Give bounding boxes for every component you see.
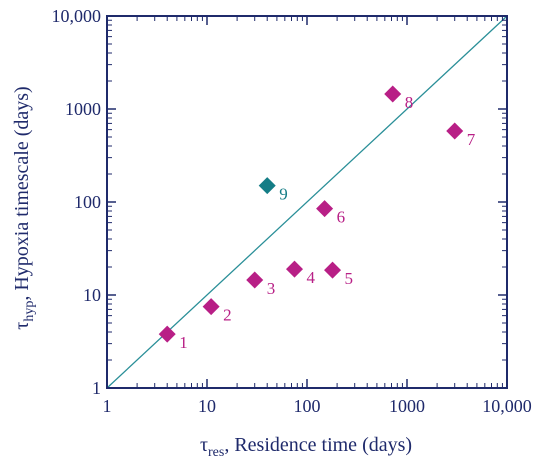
points-layer bbox=[158, 85, 464, 343]
data-point-8 bbox=[384, 85, 402, 103]
x-axis-label-text: , Residence time (days) bbox=[224, 434, 412, 456]
x-tick-label: 10 bbox=[198, 396, 216, 416]
x-axis-title: τres, Residence time (days) bbox=[200, 434, 412, 460]
data-point-label: 7 bbox=[467, 130, 476, 149]
data-point-7 bbox=[446, 122, 464, 140]
data-point-label: 3 bbox=[267, 279, 276, 298]
data-point-label: 6 bbox=[337, 208, 346, 227]
data-point-6 bbox=[316, 200, 334, 218]
data-point-label: 4 bbox=[307, 268, 316, 287]
y-tick-label: 10,000 bbox=[52, 6, 102, 26]
x-axis-subscript: res bbox=[208, 445, 224, 460]
x-tick-label: 100 bbox=[294, 396, 321, 416]
y-axis-title: τhyp, Hypoxia timescale (days) bbox=[11, 86, 37, 329]
point-labels-layer: 1 2 3 4 5 6 7 8 9 bbox=[179, 93, 476, 352]
data-point-9 bbox=[258, 177, 276, 195]
y-tick-label: 1000 bbox=[65, 99, 101, 119]
data-point-label: 5 bbox=[345, 269, 354, 288]
x-tick-label: 1000 bbox=[389, 396, 425, 416]
data-point-2 bbox=[202, 298, 220, 316]
y-axis-subscript: hyp bbox=[22, 301, 37, 322]
data-point-3 bbox=[246, 271, 264, 289]
y-axis-symbol: τ bbox=[11, 322, 33, 330]
data-point-label: 2 bbox=[223, 306, 232, 325]
data-point-label: 8 bbox=[405, 93, 414, 112]
y-tick-label: 1 bbox=[92, 378, 101, 398]
y-axis-label-text: , Hypoxia timescale (days) bbox=[11, 86, 33, 300]
data-point-label: 1 bbox=[179, 333, 188, 352]
y-tick-label: 100 bbox=[74, 192, 101, 212]
data-point-5 bbox=[324, 261, 342, 279]
data-point-1 bbox=[158, 325, 176, 343]
x-axis-symbol: τ bbox=[200, 434, 208, 456]
x-tick-label: 10,000 bbox=[482, 396, 532, 416]
one-to-one-line bbox=[106, 15, 508, 389]
data-point-label: 9 bbox=[279, 185, 288, 204]
x-tick-label: 1 bbox=[103, 396, 112, 416]
reference-line-layer bbox=[106, 15, 508, 389]
y-tick-label: 10 bbox=[83, 285, 101, 305]
data-point-4 bbox=[286, 260, 304, 278]
tick-layer: 1 10 100 1000 10,000 1 10 100 1000 10,000 bbox=[52, 6, 532, 416]
